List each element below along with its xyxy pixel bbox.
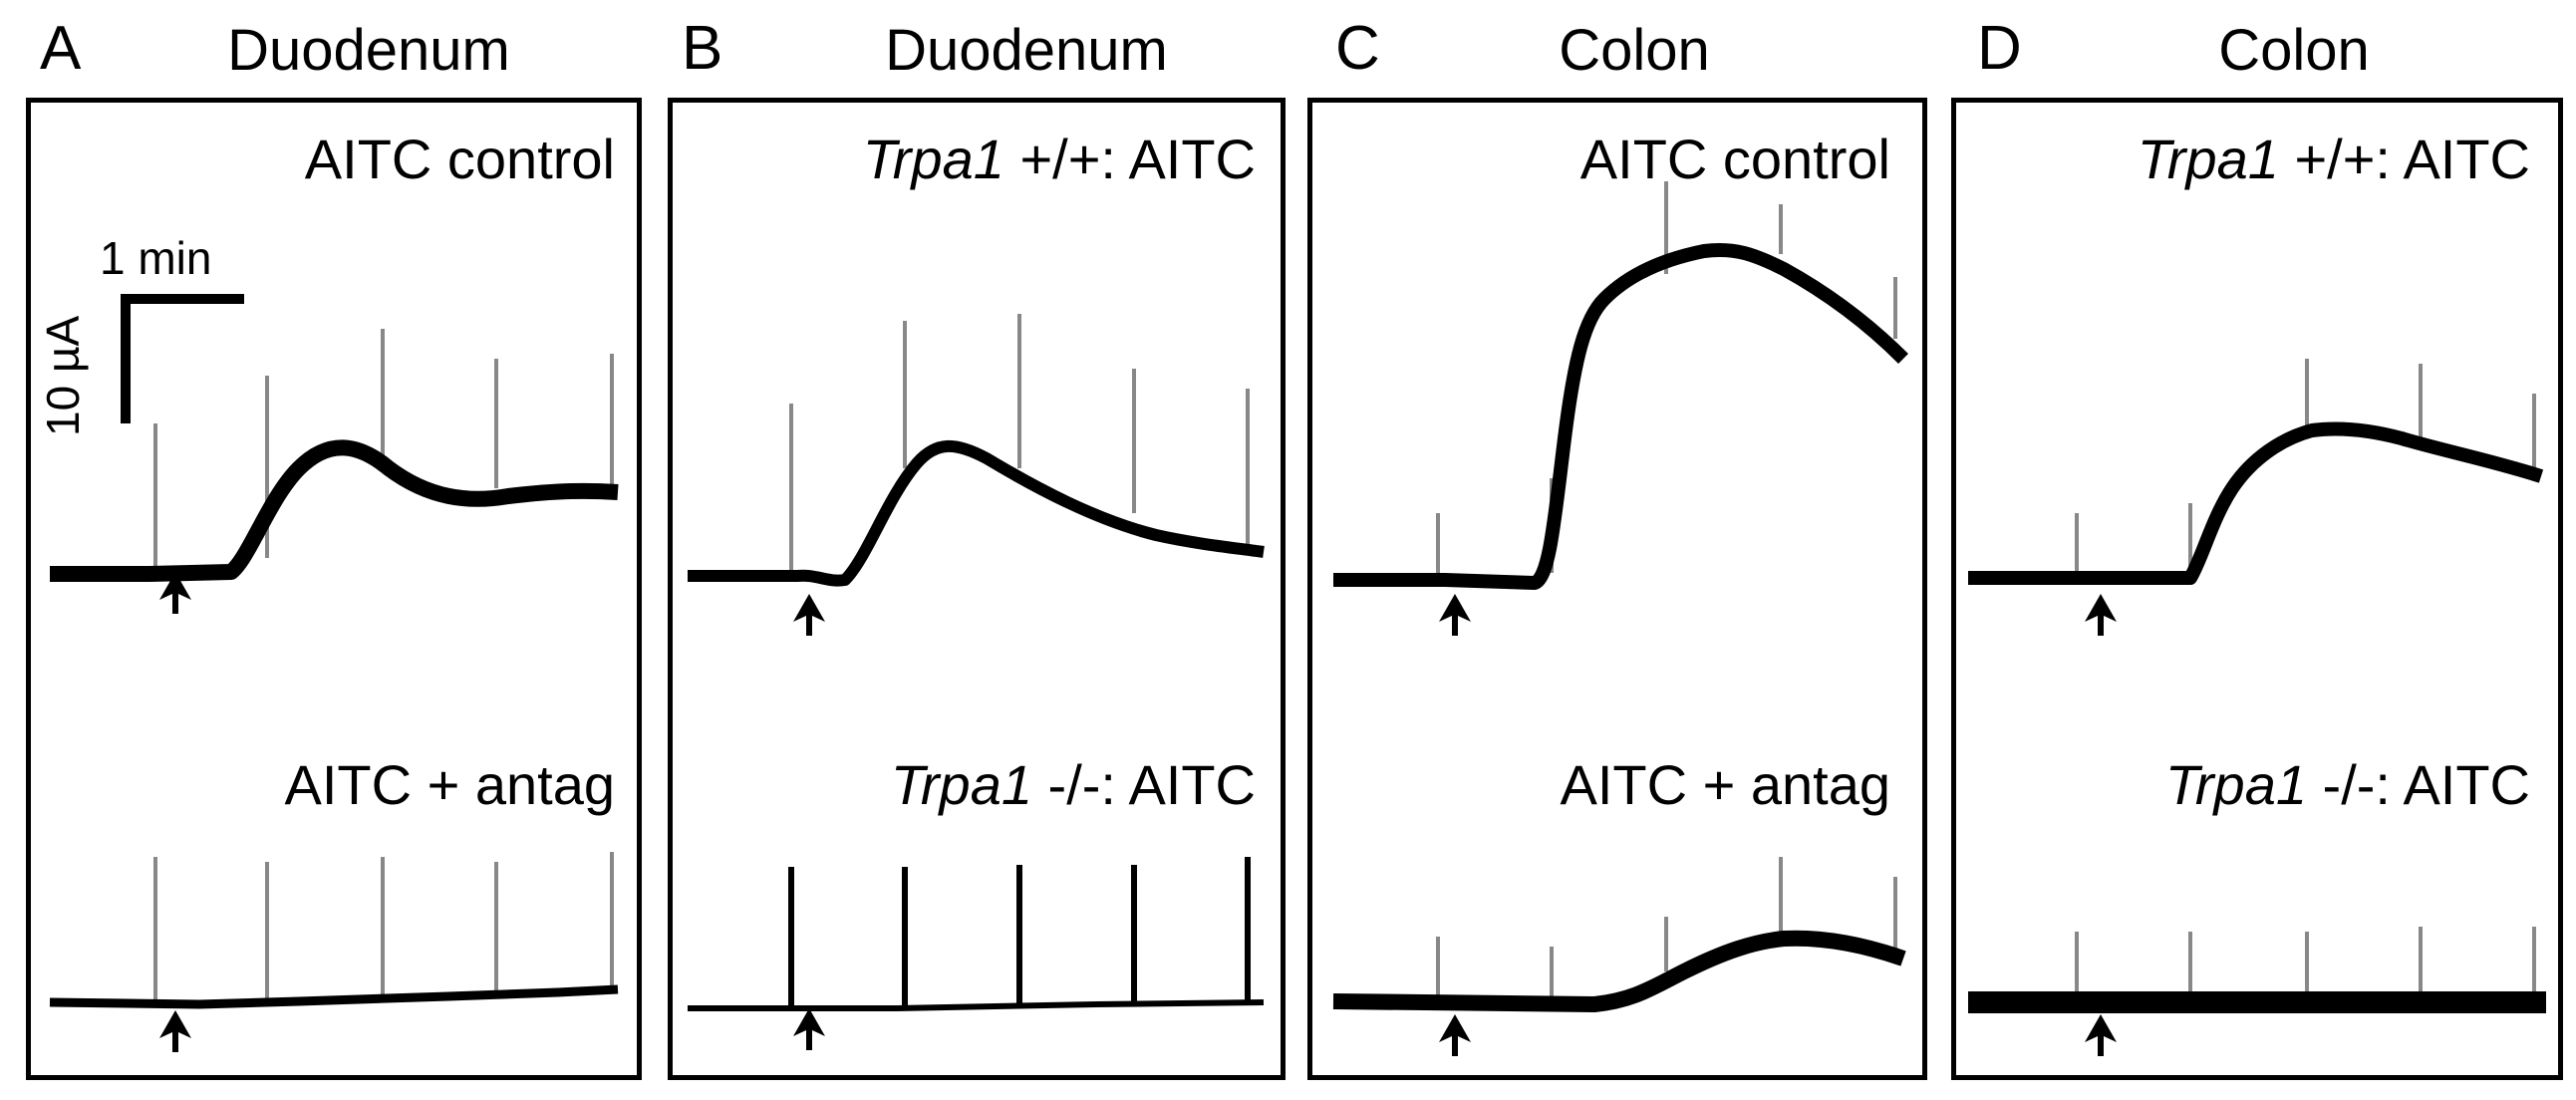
- genotype-condition: +/+: AITC: [1003, 128, 1256, 190]
- gene-name: Trpa1: [2164, 753, 2307, 816]
- arrow-up-icon: [2085, 594, 2117, 636]
- stimulus-artifacts: [153, 329, 614, 573]
- trace-label-d-bottom: Trpa1 -/-: AITC: [2165, 757, 2530, 813]
- panel-letter-c: C: [1335, 14, 1380, 83]
- trace-label-a-top: AITC control: [304, 128, 615, 190]
- trace-label-d-top: Trpa1 +/+: AITC: [2138, 132, 2530, 187]
- arrow-up-icon: [1439, 1014, 1471, 1056]
- stimulus-artifacts: [2075, 359, 2536, 583]
- genotype-condition: +/+: AITC: [2278, 128, 2530, 190]
- stimulus-artifacts: [788, 857, 1251, 1006]
- current-trace: [1333, 242, 1908, 590]
- gene-name: Trpa1: [862, 128, 1004, 190]
- trace-c-top: [1333, 181, 1908, 590]
- region-label-a: Duodenum: [227, 18, 510, 83]
- stimulus-artifacts: [2075, 927, 2536, 1001]
- region-label-d: Colon: [2218, 18, 2370, 83]
- trace-b-top: [688, 314, 1265, 587]
- current-trace: [688, 439, 1265, 587]
- trace-a-bottom: [49, 852, 619, 1009]
- trace-b-bottom: [688, 857, 1265, 1011]
- genotype-condition: -/-: AITC: [1032, 753, 1256, 816]
- arrow-up-icon: [159, 1010, 191, 1052]
- panel-letter-d: D: [1977, 14, 2022, 83]
- panel-frame-b: [668, 98, 1286, 1080]
- application-arrows: [159, 572, 2117, 1056]
- current-trace: [49, 984, 619, 1009]
- panel-frame-c: [1307, 98, 1927, 1080]
- scale-bar-time-label: 1 min: [100, 232, 212, 284]
- current-trace: [688, 999, 1265, 1011]
- current-trace: [1968, 421, 2544, 585]
- trace-c-bottom: [1332, 857, 1906, 1012]
- stimulus-artifacts: [1436, 181, 1897, 583]
- stimulus-artifacts: [789, 314, 1250, 576]
- stimulus-artifacts: [153, 852, 614, 1001]
- stimulus-artifacts: [1436, 857, 1897, 1001]
- arrow-up-icon: [793, 1008, 825, 1050]
- scale-bar: [121, 294, 244, 423]
- panel-frame-d: [1951, 98, 2563, 1080]
- panel-letter-b: B: [682, 14, 723, 83]
- trace-label-b-bottom: Trpa1 -/-: AITC: [891, 757, 1256, 813]
- gene-name: Trpa1: [2137, 128, 2279, 190]
- arrow-up-icon: [2085, 1014, 2117, 1056]
- arrow-up-icon: [159, 572, 191, 614]
- current-trace: [1332, 930, 1906, 1012]
- trace-a-top: [50, 329, 619, 582]
- arrow-up-icon: [793, 594, 825, 636]
- gene-name: Trpa1: [890, 753, 1032, 816]
- region-label-c: Colon: [1559, 18, 1710, 83]
- trace-label-b-top: Trpa1 +/+: AITC: [863, 132, 1256, 187]
- trace-label-c-bottom: AITC + antag: [1560, 753, 1890, 816]
- genotype-condition: -/-: AITC: [2307, 753, 2530, 816]
- trace-label-a-bottom: AITC + antag: [284, 753, 615, 816]
- trace-d-top: [1968, 359, 2544, 585]
- trace-d-bottom: [1968, 927, 2546, 1013]
- arrow-up-icon: [1439, 594, 1471, 636]
- trace-label-c-top: AITC control: [1579, 128, 1890, 190]
- panel-letter-a: A: [40, 14, 82, 83]
- region-label-b: Duodenum: [885, 18, 1168, 83]
- current-trace: [50, 439, 619, 582]
- panel-frame-a: [26, 98, 642, 1080]
